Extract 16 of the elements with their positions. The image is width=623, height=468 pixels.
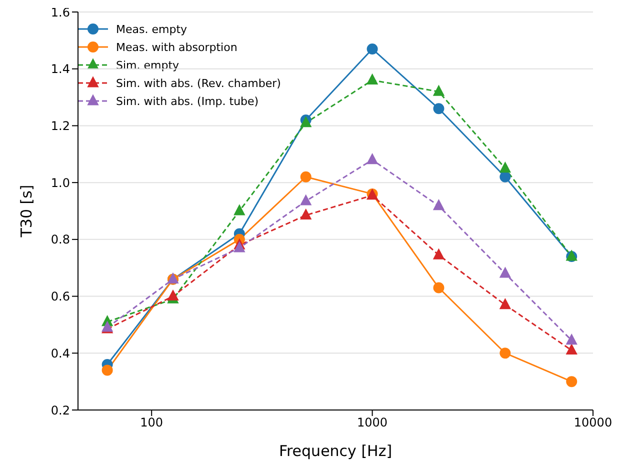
y-axis-title: T30 [s] [17, 184, 36, 238]
y-tick-label: 0.2 [50, 403, 70, 418]
x-tick-label: 100 [140, 416, 164, 430]
y-tick-label: 0.8 [50, 232, 70, 247]
legend-label: Meas. with absorption [116, 40, 238, 54]
y-tick-label: 1.2 [50, 118, 70, 133]
x-tick-label: 1000 [357, 416, 388, 430]
y-tick-label: 1.0 [50, 176, 70, 190]
legend-label: Sim. with abs. (Imp. tube) [116, 94, 259, 108]
y-tick-label: 0.4 [50, 346, 70, 360]
legend-label: Sim. with abs. (Rev. chamber) [116, 76, 281, 90]
y-tick-label: 0.6 [50, 290, 70, 304]
x-tick-label: 10000 [574, 416, 612, 430]
x-axis-title: Frequency [Hz] [278, 442, 392, 460]
legend-label: Meas. empty [116, 22, 188, 36]
y-tick-label: 1.4 [50, 62, 70, 76]
